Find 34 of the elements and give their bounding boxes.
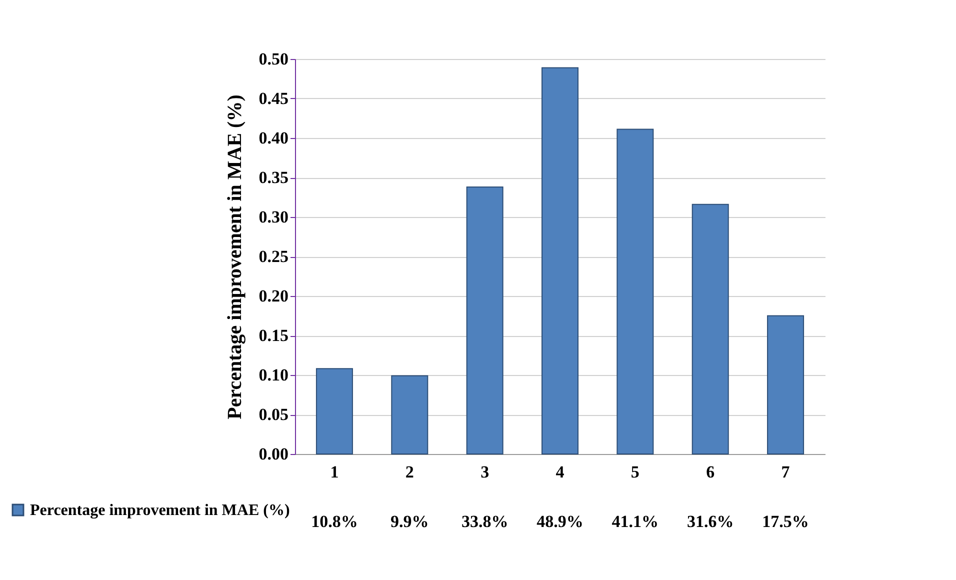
y-tick-label: 0.15 [258, 326, 288, 345]
y-tick-label: 0.50 [258, 50, 288, 68]
legend-label: Percentage improvement in MAE (%) [30, 502, 290, 519]
y-tick-label: 0.20 [258, 286, 288, 306]
x-tick-label: 2 [405, 462, 414, 482]
x-tick-label: 1 [330, 462, 339, 482]
x-tick-label: 4 [556, 462, 565, 482]
bar [391, 375, 428, 454]
data-label: 33.8% [461, 512, 508, 531]
y-tick-label: 0.10 [258, 366, 288, 384]
data-label: 48.9% [536, 512, 584, 531]
data-label: 17.5% [762, 512, 809, 531]
bar [466, 186, 504, 454]
data-label: 10.8% [311, 512, 358, 531]
y-tick-label: 0.00 [258, 444, 288, 464]
data-label: 9.9% [390, 512, 429, 531]
y-tick-label: 0.45 [258, 89, 288, 108]
bar [316, 368, 353, 454]
x-tick-label: 6 [706, 462, 715, 482]
y-tick-label: 0.40 [258, 128, 288, 148]
bar [542, 67, 578, 454]
x-tick-label: 3 [480, 462, 490, 482]
bar [616, 128, 654, 454]
data-label: 31.6% [686, 512, 734, 531]
y-axis-title: Percentage improvement in MAE (%) [224, 94, 246, 420]
y-tick-label: 0.25 [258, 247, 288, 266]
data-label: 41.1% [612, 512, 659, 531]
x-tick-label: 7 [781, 462, 790, 482]
y-tick-label: 0.05 [258, 405, 288, 424]
y-tick-label: 0.30 [258, 208, 288, 226]
y-tick-label: 0.35 [258, 168, 288, 187]
bar [767, 315, 804, 454]
bar [692, 204, 729, 454]
x-tick-label: 5 [630, 462, 640, 482]
